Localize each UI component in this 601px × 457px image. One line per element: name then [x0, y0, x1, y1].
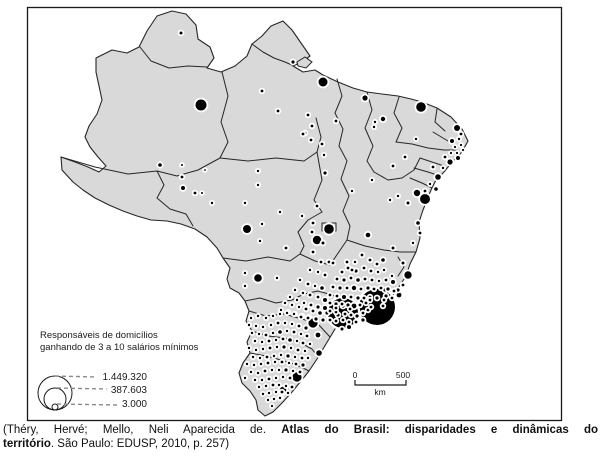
- legend: Responsáveis de domicílios ganhando de 3…: [37, 330, 199, 411]
- legend-title-line1: Responsáveis de domicílios: [40, 330, 158, 341]
- citation-line1: (Théry, Hervé; Mello, Neli Aparecida de.…: [3, 424, 598, 436]
- legend-leader-line: [56, 387, 107, 390]
- scale-end-label: 500: [396, 370, 410, 380]
- legend-leader-line: [56, 403, 118, 406]
- scale-start-label: 0: [353, 370, 358, 380]
- citation-line2: território. São Paulo: EDUSP, 2010, p. 2…: [3, 437, 230, 450]
- scale-bar: 0 500 km: [353, 370, 411, 397]
- legend-title-line2: ganhando de 3 a 10 salários mínimos: [40, 342, 199, 353]
- legend-value-min: 3.000: [122, 399, 147, 410]
- scale-unit-label: km: [374, 387, 385, 397]
- scale-bar-line: [354, 380, 407, 386]
- legend-value-max: 1.449.320: [103, 372, 148, 383]
- dots-layer: [156, 29, 466, 409]
- marajo-island: [296, 56, 313, 69]
- legend-value-mid: 387.603: [111, 385, 148, 396]
- legend-circles: [37, 375, 118, 411]
- citation: (Théry, Hervé; Mello, Neli Aparecida de.…: [3, 424, 598, 451]
